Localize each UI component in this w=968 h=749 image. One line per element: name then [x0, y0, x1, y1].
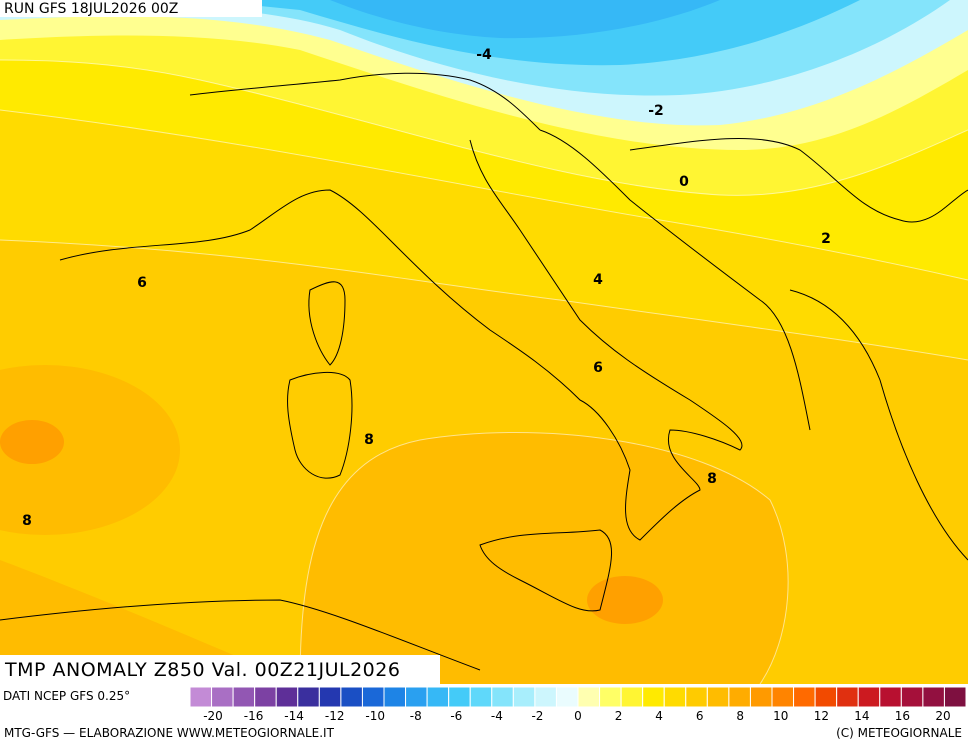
colorbar-tick-label: -16 — [244, 709, 264, 723]
colorbar-swatch — [211, 686, 234, 708]
contour-label: 8 — [707, 471, 717, 487]
colorbar-swatch — [361, 686, 385, 708]
anomaly-field: -4 -2 0 2 4 6 6 8 8 8 — [0, 0, 968, 684]
contour-label: 8 — [22, 513, 32, 529]
contour-label: 4 — [593, 272, 603, 288]
run-header: RUN GFS 18JUL2026 00Z — [4, 1, 178, 17]
colorbar-tick-label: -6 — [450, 709, 462, 723]
colorbar-swatch — [448, 686, 471, 708]
colorbar-swatch — [189, 686, 213, 708]
colorbar-tick-label: 4 — [655, 709, 663, 723]
contour-labels: -4 -2 0 2 4 6 6 8 8 8 — [22, 47, 831, 529]
colorbar-tick-label: -4 — [491, 709, 503, 723]
colorbar-swatch — [577, 686, 601, 708]
colorbar-swatch — [469, 686, 493, 708]
colorbar-swatch — [749, 686, 773, 708]
colorbar-swatch — [663, 686, 687, 708]
footer-credit: MTG-GFS — ELABORAZIONE WWW.METEOGIORNALE… — [4, 726, 335, 740]
colorbar-swatch — [728, 686, 751, 708]
colorbar-swatch — [254, 686, 277, 708]
colorbar-swatch — [814, 686, 838, 708]
colorbar-tick-label: 0 — [574, 709, 582, 723]
data-source: DATI NCEP GFS 0.25° — [3, 689, 130, 703]
colorbar-tick-label: -10 — [365, 709, 385, 723]
colorbar-swatch — [405, 686, 428, 708]
colorbar-swatch — [383, 686, 407, 708]
contour-label: 6 — [593, 360, 603, 376]
colorbar-swatch — [879, 686, 902, 708]
colorbar-swatch — [555, 686, 579, 708]
colorbar-tick-label: 16 — [895, 709, 910, 723]
contour-label: 2 — [821, 231, 831, 247]
colorbar-swatch — [340, 686, 363, 708]
colorbar-swatch — [836, 686, 859, 708]
colorbar-swatch — [620, 686, 644, 708]
colorbar-tick-label: -12 — [325, 709, 345, 723]
field-band — [330, 0, 720, 39]
field-band — [587, 576, 663, 624]
colorbar-tick-label: 2 — [615, 709, 623, 723]
colorbar-swatch — [922, 686, 945, 708]
header-box — [0, 0, 262, 17]
colorbar-swatch — [491, 686, 514, 708]
colorbar-swatch — [512, 686, 536, 708]
colorbar-tick-label: 10 — [773, 709, 788, 723]
contour-label: 6 — [137, 275, 147, 291]
colorbar-swatch — [534, 686, 557, 708]
colorbar-swatch — [275, 686, 299, 708]
footer-copyright: (C) METEOGIORNALE — [836, 726, 962, 740]
colorbar-swatch — [297, 686, 320, 708]
colorbar-swatch — [318, 686, 342, 708]
colorbar-swatch — [793, 686, 816, 708]
colorbar-tick-label: -2 — [531, 709, 543, 723]
contour-label: -4 — [476, 47, 492, 63]
isolines — [0, 59, 968, 684]
contour-label: -2 — [648, 103, 664, 119]
colorbar-swatch — [857, 686, 881, 708]
colorbar-swatch — [232, 686, 256, 708]
field-band — [0, 560, 300, 684]
colorbar-tick-label: -8 — [410, 709, 422, 723]
colorbar-swatch — [426, 686, 450, 708]
field-band — [0, 420, 64, 464]
colorbar-swatch — [685, 686, 708, 708]
colorbar-tick-label: -14 — [284, 709, 304, 723]
colorbar-tick-label: -20 — [203, 709, 223, 723]
colorbar-swatch — [642, 686, 665, 708]
colorbar: -20 -16 -14 -12 -10 -8 -6 -4 -2 0 2 4 6 8 10 12 14 16 20 — [189, 686, 967, 723]
contour-label: 8 — [364, 432, 374, 448]
colorbar-swatch — [599, 686, 622, 708]
field-band — [300, 432, 789, 684]
colorbar-swatch — [771, 686, 795, 708]
colorbar-tick-label: 6 — [696, 709, 704, 723]
colorbar-tick-label: 20 — [935, 709, 950, 723]
map-title: TMP ANOMALY Z850 Val. 00Z21JUL2026 — [4, 659, 400, 681]
colorbar-swatch — [943, 686, 967, 708]
field-band — [0, 365, 180, 535]
colorbar-tick-label: 12 — [814, 709, 829, 723]
contour-label: 0 — [679, 174, 689, 190]
colorbar-tick-label: 14 — [854, 709, 869, 723]
coastlines — [0, 72, 968, 671]
title-box — [0, 655, 440, 684]
colorbar-swatch — [900, 686, 924, 708]
colorbar-tick-label: 8 — [736, 709, 744, 723]
colorbar-swatch — [706, 686, 730, 708]
